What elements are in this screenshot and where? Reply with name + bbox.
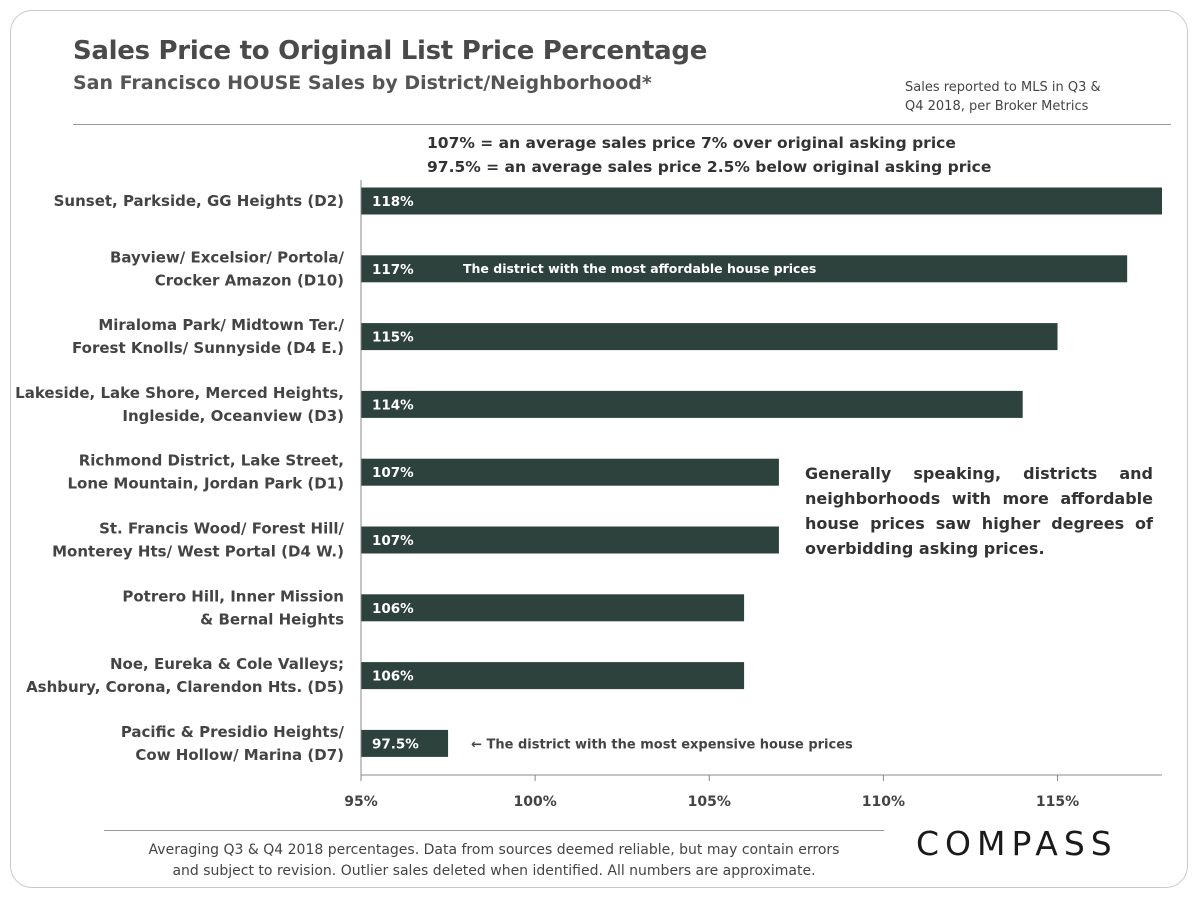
category-label-5-line-1: Monterey Hts/ West Portal (D4 W.) — [52, 543, 344, 561]
bar-3 — [361, 390, 1023, 418]
bar-value-label-1: 117% — [372, 262, 414, 278]
x-tick-label-1: 100% — [513, 794, 556, 810]
footer-disclaimer-line-1: Averaging Q3 & Q4 2018 percentages. Data… — [148, 842, 840, 858]
source-note: Sales reported to MLS in Q3 & Q4 2018, p… — [905, 78, 1145, 116]
bar-value-label-6: 106% — [372, 601, 414, 617]
category-label-4-line-1: Lone Mountain, Jordan Park (D1) — [67, 475, 344, 493]
bar-1 — [361, 255, 1128, 283]
explanation-note-2: 97.5% = an average sales price 2.5% belo… — [427, 158, 992, 176]
x-tick-label-4: 115% — [1036, 794, 1079, 810]
category-label-6-line-1: & Bernal Heights — [200, 610, 344, 628]
bar-annotation-0: The district with the most affordable ho… — [463, 261, 816, 276]
source-note-line-2: Q4 2018, per Broker Metrics — [905, 99, 1089, 114]
category-label-1-line-1: Crocker Amazon (D10) — [155, 271, 344, 289]
bar-4 — [361, 458, 779, 486]
x-tick-label-2: 105% — [688, 794, 731, 810]
category-label-6-line-0: Potrero Hill, Inner Mission — [122, 587, 344, 605]
category-label-7-line-1: Ashbury, Corona, Clarendon Hts. (D5) — [26, 678, 344, 696]
bar-annotation-1: ← The district with the most expensive h… — [471, 737, 853, 752]
bar-8 — [361, 729, 449, 757]
category-label-8-line-0: Pacific & Presidio Heights/ — [121, 723, 345, 741]
category-label-7-line-0: Noe, Eureka & Cole Valleys; — [110, 655, 344, 673]
category-label-1-line-0: Bayview/ Excelsior/ Portola/ — [110, 248, 345, 266]
explanation-notes: 107% = an average sales price 7% over or… — [427, 131, 991, 179]
bar-value-label-2: 115% — [372, 330, 414, 346]
category-label-0-line-0: Sunset, Parkside, GG Heights (D2) — [54, 192, 344, 210]
chart-title: Sales Price to Original List Price Perce… — [73, 36, 708, 66]
bar-value-label-0: 118% — [372, 194, 414, 210]
bar-value-label-3: 114% — [372, 397, 414, 413]
footer-divider — [104, 830, 884, 831]
slide-frame — [10, 10, 1188, 888]
category-label-3-line-0: Lakeside, Lake Shore, Merced Heights, — [15, 384, 344, 402]
category-label-5-line-0: St. Francis Wood/ Forest Hill/ — [99, 520, 344, 538]
category-label-3-line-1: Ingleside, Oceanview (D3) — [122, 407, 344, 425]
source-note-line-1: Sales reported to MLS in Q3 & — [905, 80, 1101, 95]
bar-5 — [361, 526, 779, 554]
category-label-2-line-1: Forest Knolls/ Sunnyside (D4 E.) — [72, 339, 344, 357]
bar-2 — [361, 323, 1058, 351]
bar-value-label-5: 107% — [372, 533, 414, 549]
category-label-2-line-0: Miraloma Park/ Midtown Ter./ — [98, 316, 344, 334]
category-label-8-line-1: Cow Hollow/ Marina (D7) — [135, 746, 344, 764]
explanation-note-1: 107% = an average sales price 7% over or… — [427, 134, 956, 152]
category-label-4-line-0: Richmond District, Lake Street, — [79, 452, 344, 470]
compass-logo: COMPASS — [916, 824, 1118, 863]
bar-0 — [361, 187, 1162, 215]
header-divider — [73, 124, 1171, 125]
bar-value-label-7: 106% — [372, 669, 414, 685]
x-tick-label-3: 110% — [862, 794, 905, 810]
side-commentary: Generally speaking, districts and neighb… — [805, 464, 1153, 558]
bar-7 — [361, 662, 745, 690]
footer-disclaimer: Averaging Q3 & Q4 2018 percentages. Data… — [104, 840, 884, 882]
x-tick-label-0: 95% — [344, 794, 378, 810]
chart-subtitle: San Francisco HOUSE Sales by District/Ne… — [73, 72, 652, 94]
bar-6 — [361, 594, 745, 622]
bar-value-label-4: 107% — [372, 465, 414, 481]
bar-value-label-8: 97.5% — [372, 736, 419, 752]
footer-disclaimer-line-2: and subject to revision. Outlier sales d… — [172, 863, 816, 879]
